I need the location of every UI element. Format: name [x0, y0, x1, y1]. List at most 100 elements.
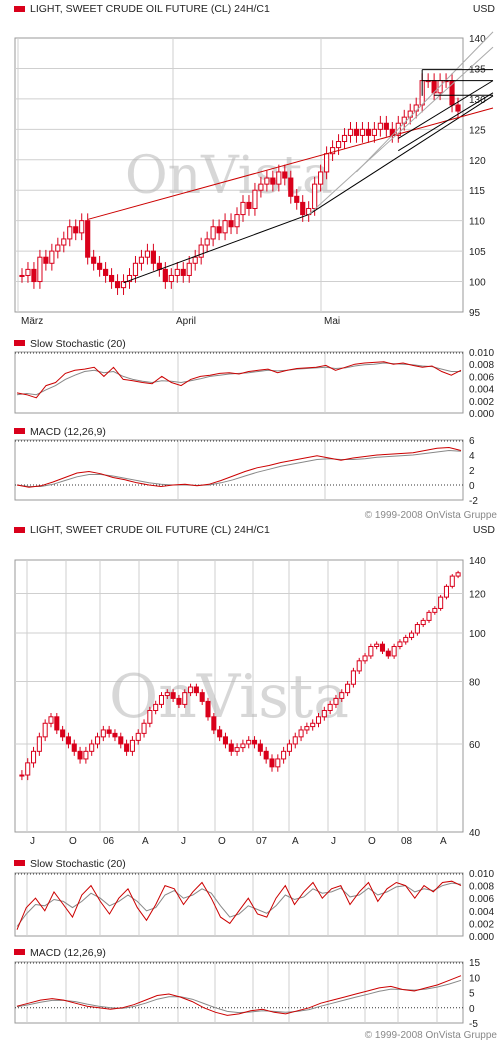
candle-body: [49, 250, 55, 264]
plot-area: [14, 559, 464, 833]
x-tick-label: J: [331, 836, 336, 847]
macd-label-1: MACD (12,26,9): [14, 426, 106, 438]
candle-body: [228, 743, 234, 752]
x-tick-label: O: [218, 836, 226, 847]
y-tick-label: 140: [469, 34, 486, 45]
candle-body: [282, 171, 288, 179]
candle-body: [210, 226, 216, 240]
y-tick-label: 100: [469, 278, 486, 289]
candle-body: [270, 177, 276, 185]
candle-body: [455, 104, 461, 112]
candle-body: [120, 281, 127, 289]
support-trendline: [123, 214, 309, 284]
candle-body: [188, 686, 194, 694]
candle-body: [108, 274, 115, 283]
candle-body: [67, 226, 73, 240]
candle-body: [222, 736, 228, 745]
y-tick-label: 80: [469, 678, 481, 689]
candle-body: [193, 686, 199, 694]
candle-body: [288, 177, 294, 197]
y-tick-label: -5: [469, 1019, 478, 1030]
candle-body: [377, 122, 383, 130]
stochastic-title: Slow Stochastic (20): [30, 858, 126, 870]
candle-body: [327, 703, 333, 711]
x-tick-label: 08: [401, 836, 413, 847]
legend-swatch: [14, 340, 25, 346]
candle-body: [48, 716, 54, 724]
y-tick-label: 2: [469, 466, 475, 477]
candle-body: [222, 220, 228, 234]
candle-body: [350, 670, 356, 685]
candle-body: [359, 128, 366, 136]
candle-body: [182, 692, 188, 705]
x-tick-label: J: [181, 836, 186, 847]
y-tick-label: 6: [469, 436, 475, 447]
candle-body: [258, 183, 264, 191]
x-tick-label: J: [30, 836, 35, 847]
candle-body: [371, 128, 377, 136]
candle-body: [385, 650, 391, 657]
x-tick-label: O: [368, 836, 376, 847]
candle-body: [73, 226, 79, 234]
candle-body: [409, 632, 415, 638]
y-tick-label: 5: [469, 989, 475, 1000]
candle-body: [211, 716, 217, 731]
candle-body: [55, 244, 61, 252]
candle-body: [83, 750, 89, 760]
candle-body: [294, 195, 300, 203]
candle-body: [374, 643, 380, 647]
candle-body: [97, 262, 103, 270]
candle-body: [449, 575, 455, 587]
candle-body: [345, 683, 351, 694]
y-tick-label: 115: [469, 186, 485, 197]
y-tick-label: 4: [469, 451, 475, 462]
candle-body: [347, 128, 354, 136]
candle-body: [85, 220, 91, 258]
candle-body: [264, 177, 270, 185]
indicator-line: [16, 975, 462, 1016]
candle-body: [79, 220, 85, 234]
candle-body: [379, 643, 386, 652]
plot-area: [14, 351, 464, 414]
copyright: © 1999-2008 OnVista Gruppe: [364, 510, 497, 521]
x-tick-label: A: [440, 836, 447, 847]
candle-body: [414, 624, 420, 634]
support-trendline: [308, 95, 494, 215]
candle-body: [186, 262, 192, 276]
candle-body: [114, 281, 121, 289]
candle-body: [94, 736, 101, 745]
y-tick-label: 120: [469, 589, 486, 600]
candle-body: [71, 743, 77, 752]
x-tick-label: A: [142, 836, 149, 847]
macd-label-2: MACD (12,26,9): [14, 947, 106, 959]
plot-area: [14, 872, 464, 937]
candle-body: [318, 171, 324, 185]
candle-body: [164, 692, 170, 697]
candle-body: [180, 268, 186, 276]
y-tick-label: 110: [469, 217, 485, 228]
candle-body: [199, 692, 205, 702]
candle-body: [106, 729, 112, 734]
y-tick-label: 0.008: [469, 360, 494, 371]
stochastic-label-2: Slow Stochastic (20): [14, 858, 126, 870]
candle-body: [216, 226, 222, 234]
y-tick-label: 0.004: [469, 907, 494, 918]
candle-body: [25, 268, 31, 276]
x-tick-label: Mai: [324, 316, 340, 327]
x-tick-label: A: [292, 836, 299, 847]
candle-body: [112, 732, 118, 738]
indicator-line: [16, 361, 462, 399]
channel-line: [398, 92, 494, 152]
candle-body: [275, 758, 281, 768]
candle-body: [174, 268, 180, 276]
candle-body: [141, 722, 147, 734]
y-tick-label: 100: [469, 629, 486, 640]
signal-line: [16, 979, 462, 1014]
copyright: © 1999-2008 OnVista Gruppe: [364, 1030, 497, 1041]
candle-body: [228, 220, 234, 228]
x-tick-label: April: [176, 316, 196, 327]
candle-body: [60, 729, 66, 738]
